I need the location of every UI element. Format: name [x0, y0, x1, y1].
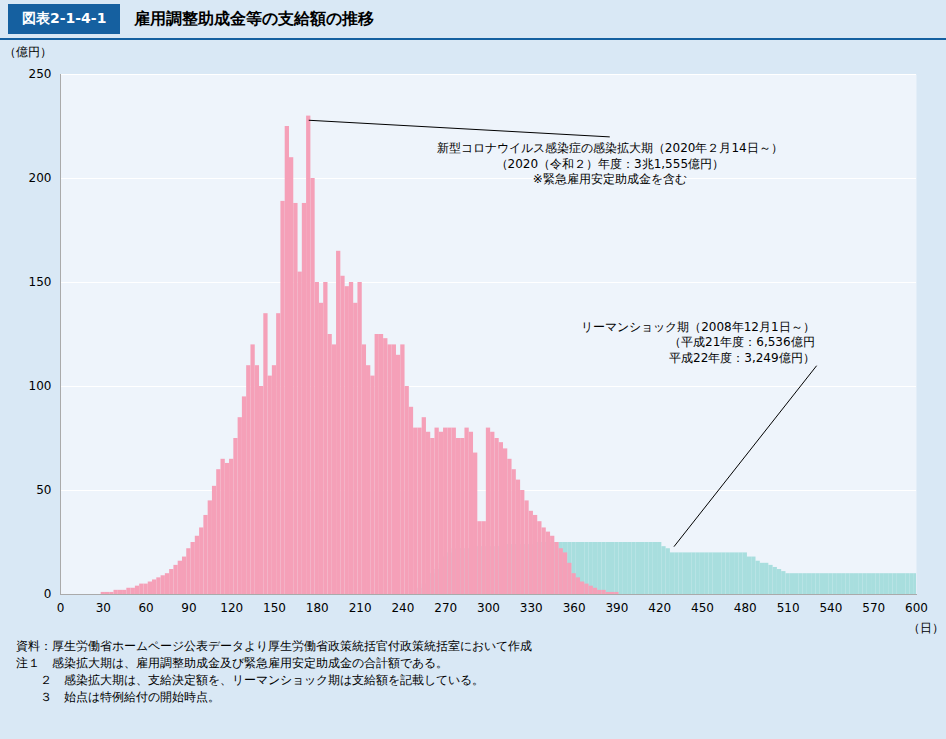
svg-text:リーマンショック期（2008年12月1日～）（平成21年度：: リーマンショック期（2008年12月1日～）（平成21年度：6,536億円 平成…: [581, 320, 814, 365]
svg-text:330: 330: [520, 601, 543, 615]
svg-text:300: 300: [477, 601, 500, 615]
svg-text:150: 150: [29, 275, 52, 289]
html-text:資料：厚生労働省ホームページ公表データより厚生労働省政策統括: 資料：厚生労働省ホームページ公表データより厚生労働省政策統括官付政策統括室におい…: [16, 639, 532, 653]
svg-text:420: 420: [648, 601, 671, 615]
svg-text:（日）: （日）: [908, 621, 944, 635]
svg-text:360: 360: [563, 601, 586, 615]
html-text:２ 感染拡大期は、支給決定額を、リーマンショック期は支給額を: ２ 感染拡大期は、支給決定額を、リーマンショック期は支給額を記載している。: [16, 673, 484, 687]
svg-text:570: 570: [862, 601, 885, 615]
svg-text:480: 480: [734, 601, 757, 615]
svg-text:540: 540: [819, 601, 842, 615]
svg-text:250: 250: [29, 67, 52, 81]
svg-text:450: 450: [691, 601, 714, 615]
svg-text:210: 210: [349, 601, 372, 615]
svg-text:0: 0: [44, 587, 52, 601]
html-text:３ 始点は特例給付の開始時点。: ３ 始点は特例給付の開始時点。: [16, 690, 220, 704]
svg-text:60: 60: [138, 601, 153, 615]
svg-text:510: 510: [777, 601, 800, 615]
html-text:注１ 感染拡大期は、雇用調整助成金及び緊急雇用安定助成金の合: 注１ 感染拡大期は、雇用調整助成金及び緊急雇用安定助成金の合計額である。: [16, 656, 448, 670]
svg-text:0: 0: [57, 601, 65, 615]
svg-text:120: 120: [220, 601, 243, 615]
svg-text:150: 150: [263, 601, 286, 615]
html-text:図表2-1-4-1: 図表2-1-4-1: [22, 10, 107, 26]
svg-text:270: 270: [434, 601, 457, 615]
svg-text:180: 180: [306, 601, 329, 615]
svg-text:90: 90: [181, 601, 196, 615]
svg-text:50: 50: [36, 483, 51, 497]
svg-text:240: 240: [391, 601, 414, 615]
html-text:雇用調整助成金等の支給額の推移: 雇用調整助成金等の支給額の推移: [134, 8, 375, 28]
svg-text:新型コロナウイルス感染症の感染拡大期（2020年２月14日～: 新型コロナウイルス感染症の感染拡大期（2020年２月14日～）（2020（令和２…: [437, 141, 783, 186]
svg-text:390: 390: [605, 601, 628, 615]
svg-text:600: 600: [905, 601, 928, 615]
svg-text:（億円）: （億円）: [4, 45, 52, 59]
svg-text:100: 100: [29, 379, 52, 393]
svg-text:30: 30: [96, 601, 111, 615]
svg-text:200: 200: [29, 171, 52, 185]
